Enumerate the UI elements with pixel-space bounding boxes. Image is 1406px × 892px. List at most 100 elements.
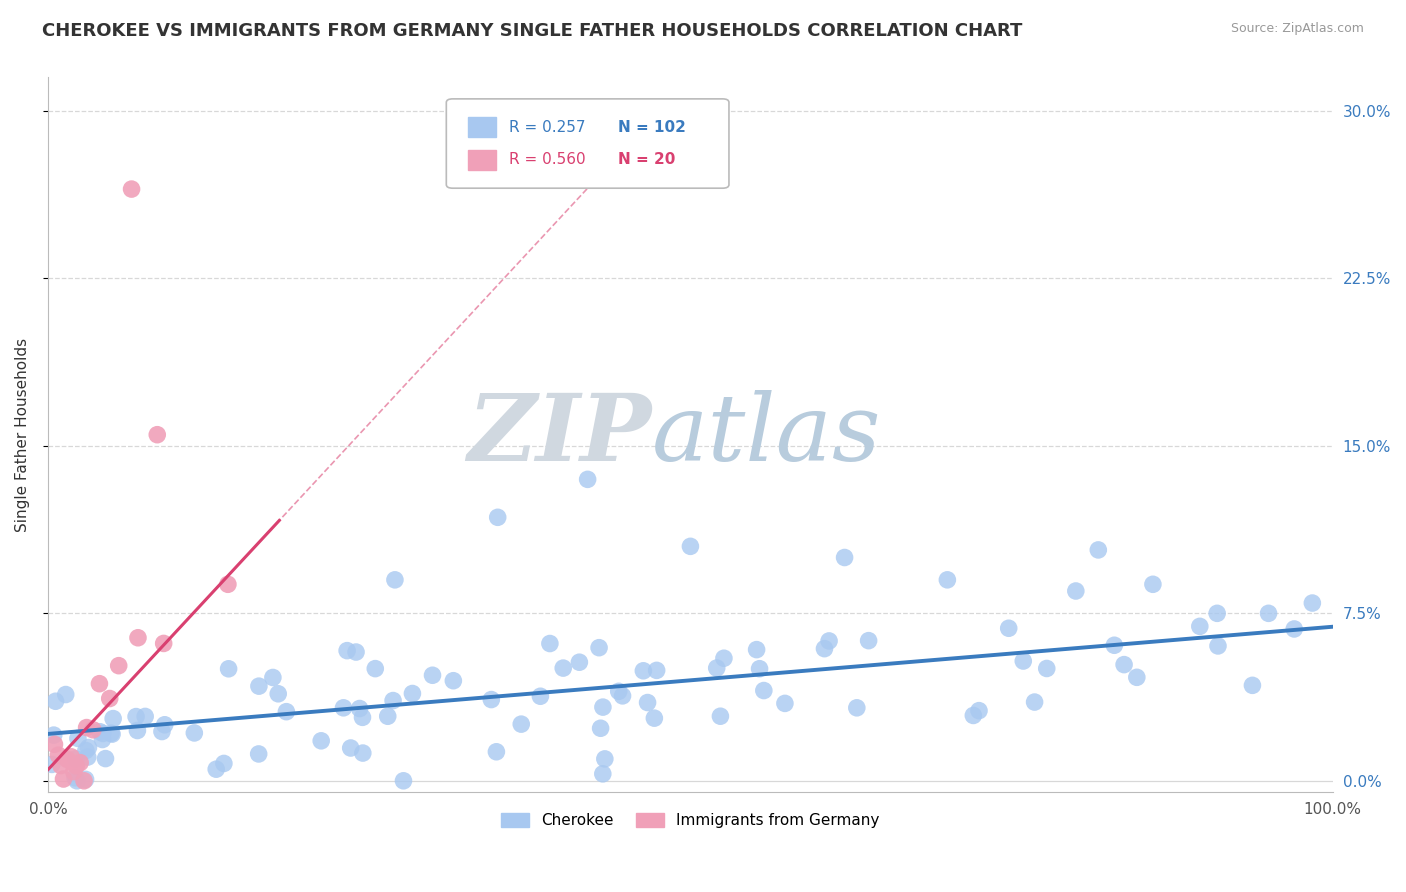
Point (592, 767, 614, 781)
Point (997, 621, 1019, 635)
Point (91, 732, 114, 747)
Point (55, 688, 77, 702)
Point (510, 717, 533, 731)
Point (44, 737, 66, 751)
Point (553, 661, 575, 675)
Point (91, 726, 114, 740)
Point (1104, 638, 1126, 652)
Point (486, 510, 509, 524)
Point (107, 658, 129, 673)
Point (101, 712, 124, 726)
Point (94, 751, 117, 765)
Point (1142, 577, 1164, 591)
Point (69, 756, 91, 770)
Point (1126, 670, 1149, 684)
Text: CHEROKEE VS IMMIGRANTS FROM GERMANY SINGLE FATHER HOUSEHOLDS CORRELATION CHART: CHEROKEE VS IMMIGRANTS FROM GERMANY SING… (42, 22, 1022, 40)
Point (332, 701, 354, 715)
FancyBboxPatch shape (446, 99, 728, 188)
Point (309, 734, 332, 748)
Point (607, 684, 630, 698)
Point (77, 740, 100, 755)
Point (89, 724, 111, 739)
Point (146, 427, 169, 442)
Point (73, 773, 96, 788)
Point (588, 640, 610, 655)
Point (56, 752, 79, 766)
Point (45, 694, 67, 708)
Point (218, 662, 240, 676)
Point (52, 772, 75, 786)
Text: N = 102: N = 102 (619, 120, 686, 135)
Point (713, 651, 735, 665)
Point (212, 756, 235, 771)
Point (98, 691, 121, 706)
Point (1112, 657, 1135, 672)
Point (441, 673, 464, 688)
Point (76, 750, 98, 764)
Point (66, 731, 89, 746)
Point (773, 697, 796, 711)
Point (479, 692, 502, 706)
Point (612, 689, 634, 703)
Point (66, 773, 89, 788)
Text: R = 0.560: R = 0.560 (509, 153, 586, 167)
Point (936, 573, 959, 587)
Point (65, 759, 87, 773)
Point (183, 726, 205, 740)
Point (1064, 584, 1087, 599)
Point (339, 741, 361, 756)
Point (352, 710, 374, 724)
Bar (468, 150, 496, 169)
Point (89, 676, 111, 690)
Point (82, 723, 104, 737)
Point (834, 550, 856, 565)
Point (247, 747, 270, 761)
Point (633, 664, 655, 678)
Text: R = 0.257: R = 0.257 (509, 120, 586, 135)
Point (422, 668, 444, 682)
Point (382, 693, 405, 707)
Point (152, 636, 174, 650)
Point (752, 683, 775, 698)
Point (262, 671, 284, 685)
Point (247, 679, 270, 693)
Point (392, 773, 415, 788)
Point (706, 661, 728, 675)
Point (538, 636, 561, 650)
Point (745, 642, 768, 657)
Point (46, 748, 69, 763)
Text: N = 20: N = 20 (619, 153, 676, 167)
Point (41, 757, 63, 772)
Point (643, 711, 665, 725)
Point (813, 641, 835, 656)
Point (62, 764, 84, 779)
Point (568, 655, 591, 669)
Point (845, 701, 868, 715)
Point (217, 577, 239, 591)
Legend: Cherokee, Immigrants from Germany: Cherokee, Immigrants from Germany (495, 806, 886, 834)
Text: Source: ZipAtlas.com: Source: ZipAtlas.com (1230, 22, 1364, 36)
Point (75, 772, 97, 787)
Text: ZIP: ZIP (468, 390, 652, 480)
Text: atlas: atlas (652, 390, 882, 480)
Point (401, 686, 423, 700)
Point (127, 723, 149, 738)
Point (134, 709, 156, 723)
Point (276, 705, 298, 719)
Point (100, 726, 122, 740)
Point (65, 752, 87, 766)
Point (679, 539, 702, 553)
Point (1257, 607, 1279, 621)
Point (364, 662, 387, 676)
Point (576, 472, 599, 486)
Point (1206, 639, 1229, 653)
Point (349, 701, 371, 715)
Point (967, 704, 990, 718)
Point (1241, 678, 1264, 692)
Point (121, 182, 143, 196)
Point (485, 745, 508, 759)
Y-axis label: Single Father Households: Single Father Households (15, 338, 30, 532)
Point (1087, 543, 1109, 558)
Point (1206, 607, 1229, 621)
Point (205, 762, 228, 776)
